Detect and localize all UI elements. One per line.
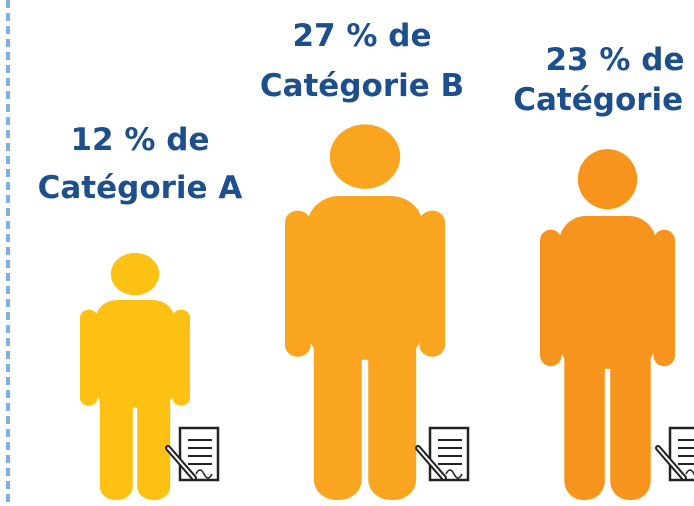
person-b [285,124,445,500]
label: 23 % de [545,42,684,78]
document-icon [418,428,468,480]
label: Catégorie C [513,82,694,118]
label: 27 % de [292,18,431,54]
document-icon [658,428,694,480]
person-a [80,252,190,500]
label: Catégorie A [38,170,243,206]
person-c [540,149,675,500]
label: 12 % de [70,122,209,158]
label: Catégorie B [260,68,464,104]
document-icon [168,428,218,480]
